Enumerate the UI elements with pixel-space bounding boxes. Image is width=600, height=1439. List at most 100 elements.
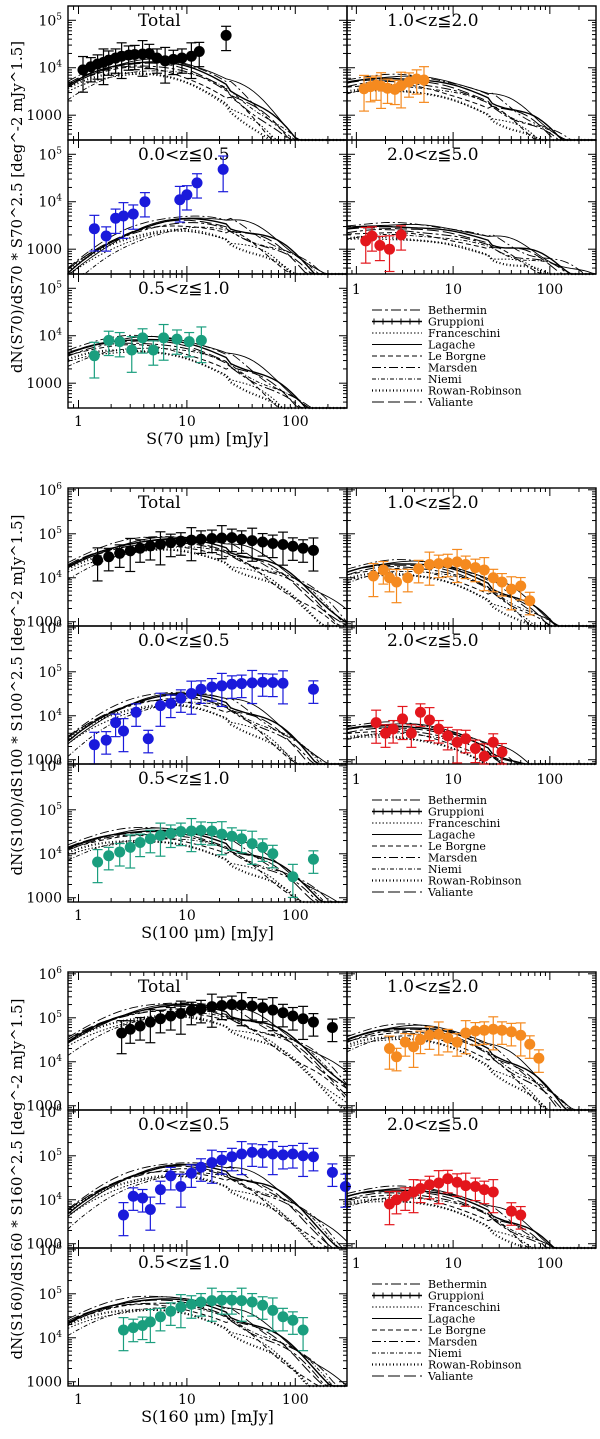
- data-point: [267, 1304, 279, 1316]
- model-curve-rowan-robinson: [67, 349, 347, 410]
- panel-label-z1: 0.0<z≦0.5: [138, 1115, 230, 1135]
- legend-label: Franceschini: [428, 1301, 501, 1314]
- data-point: [181, 189, 193, 201]
- legend: BetherminGruppioniFranceschiniLagacheLe …: [372, 304, 522, 409]
- y-axis-label: dN(S70)/dS70 * S70^2.5 [deg^-2 mJy^1.5]: [8, 41, 26, 373]
- x-tick-label: 10: [178, 414, 196, 430]
- model-curve-niemi: [67, 70, 347, 141]
- data-point: [154, 1184, 166, 1196]
- model-curve-niemi: [346, 570, 596, 627]
- data-point: [175, 1181, 187, 1193]
- data-point: [226, 1151, 238, 1163]
- data-point: [88, 223, 100, 235]
- data-point: [144, 1016, 156, 1028]
- model-curve-valiante: [67, 1299, 347, 1387]
- y-tick-label: 1000: [26, 615, 62, 631]
- model-curve-franceschini: [346, 90, 596, 141]
- x-tick-label: 100: [282, 908, 309, 924]
- data-point: [137, 332, 149, 344]
- panel-total: 1000 104 105 Total: [26, 5, 348, 142]
- data-point: [246, 535, 258, 547]
- panel-label-total: Total: [138, 977, 181, 997]
- panel-label-total: Total: [138, 493, 181, 513]
- model-curve-lagache: [67, 692, 347, 765]
- data-point: [533, 1052, 545, 1064]
- y-tick-label: 106: [38, 966, 62, 983]
- model-curve-marsden: [346, 221, 596, 275]
- legend-label: Rowan-Robinson: [428, 875, 522, 888]
- panel-z1: 1000 104 105 106 0.0<z≦0.5: [26, 1104, 351, 1253]
- data-point: [236, 678, 248, 690]
- data-point: [399, 1190, 411, 1202]
- model-curve-lagache: [346, 560, 596, 627]
- panel-frame: [346, 139, 597, 275]
- data-point: [433, 723, 445, 735]
- y-tick-label: 105: [38, 12, 62, 29]
- model-curve-rowan-robinson: [67, 72, 347, 142]
- model-curve-franceschini: [67, 1015, 348, 1104]
- data-point: [236, 533, 248, 545]
- data-point: [127, 1322, 139, 1334]
- model-curve-lagache: [346, 1024, 596, 1111]
- panel-z4: 2.0<z≦5.0: [346, 1109, 597, 1250]
- data-point: [216, 828, 228, 840]
- legend-label: Marsden: [428, 852, 477, 865]
- data-point: [126, 344, 138, 356]
- data-point: [267, 677, 279, 689]
- panel-label-z2: 0.5<z≦1.0: [138, 279, 230, 299]
- data-point: [175, 692, 187, 704]
- data-point: [88, 739, 100, 751]
- legend-label: Lagache: [428, 1313, 475, 1326]
- data-point: [515, 1029, 527, 1041]
- panel-label-z2: 0.5<z≦1.0: [138, 1253, 230, 1273]
- legend-label: Le Borgne: [428, 1324, 486, 1337]
- model-curve-bethermin: [67, 342, 347, 409]
- data-point: [165, 537, 177, 549]
- data-point: [391, 1051, 403, 1063]
- panel-z1: 1000 104 105 0.0<z≦0.5: [26, 139, 348, 276]
- data-point: [127, 208, 139, 220]
- data-point: [496, 746, 508, 758]
- data-point: [414, 1183, 426, 1195]
- y-tick-label: 106: [38, 1242, 62, 1259]
- data-point: [165, 1170, 177, 1182]
- data-point: [423, 559, 435, 571]
- model-curve-niemi: [346, 233, 596, 275]
- data-point: [185, 1298, 197, 1310]
- panel-total: 1000 104 105 106 Total: [26, 966, 348, 1115]
- data-point: [236, 999, 248, 1011]
- data-point: [154, 1311, 166, 1323]
- data-point: [370, 717, 382, 729]
- model-curve-gruppioni: [67, 61, 347, 141]
- data-point: [183, 336, 195, 348]
- data-point: [277, 539, 289, 551]
- x-tick-label: 100: [536, 772, 563, 788]
- model-curve-marsden: [67, 826, 347, 903]
- model-curve-le-borgne: [67, 1303, 347, 1387]
- model-curve-marsden: [346, 1185, 596, 1249]
- data-point: [134, 837, 146, 849]
- data-point: [144, 1204, 156, 1216]
- data-point: [418, 74, 430, 86]
- x-tick-label: 100: [282, 1392, 309, 1408]
- model-curve-gruppioni: [346, 1027, 596, 1111]
- panel-z3: 1.0<z≦2.0: [346, 5, 597, 142]
- data-point: [185, 1005, 197, 1017]
- model-curve-gruppioni: [346, 225, 596, 275]
- data-point: [413, 563, 425, 575]
- panel-label-z1: 0.0<z≦0.5: [138, 631, 230, 651]
- data-point: [167, 53, 179, 65]
- y-tick-label: 104: [38, 708, 62, 725]
- data-point: [287, 1010, 299, 1022]
- data-point: [236, 833, 248, 845]
- data-point: [206, 681, 218, 693]
- data-point: [124, 841, 136, 853]
- model-curve-le-borgne: [67, 1171, 347, 1249]
- data-point: [469, 743, 481, 755]
- data-point: [496, 576, 508, 588]
- y-tick-label: 1000: [26, 1237, 62, 1253]
- panel-z4: 2.0<z≦5.0: [346, 139, 597, 276]
- data-point: [216, 1000, 228, 1012]
- legend-label: Niemi: [428, 1347, 462, 1360]
- model-curve-niemi: [67, 1172, 347, 1249]
